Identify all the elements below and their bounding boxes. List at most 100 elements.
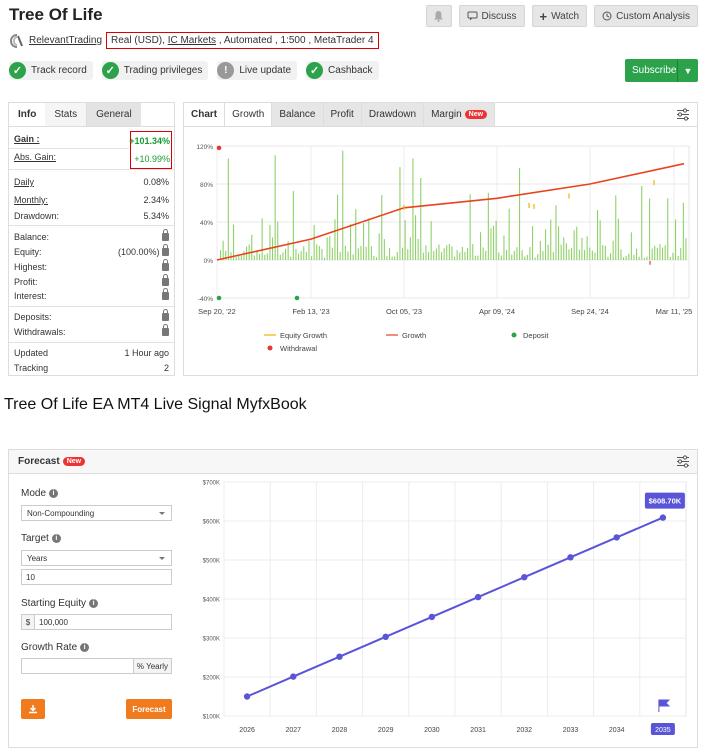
profit-bar	[266, 253, 268, 260]
notify-button[interactable]	[425, 5, 452, 27]
tab-stats[interactable]: Stats	[45, 103, 87, 126]
stat-label[interactable]: Monthly:	[14, 195, 49, 205]
badge-cashback: ✓ Cashback	[306, 61, 379, 80]
settings-sliders-icon[interactable]	[676, 455, 690, 468]
stat-label[interactable]: Gain :	[14, 134, 40, 144]
forecast-title: Forecast	[18, 456, 60, 467]
watch-button[interactable]: + Watch	[531, 5, 588, 27]
badge-trading-privileges: ✓ Trading privileges	[101, 61, 209, 80]
profit-bar	[235, 256, 237, 260]
x-tick-label: 2027	[286, 727, 302, 734]
profit-bar	[563, 237, 565, 260]
profit-bar	[386, 256, 388, 260]
forecast-point	[382, 633, 389, 640]
broker-link[interactable]: IC Markets	[167, 35, 217, 46]
profit-bar	[347, 251, 349, 260]
x-tick-label: 2034	[609, 727, 625, 734]
profit-bar	[552, 252, 554, 260]
stat-value: 1 Hour ago	[124, 348, 169, 358]
stat-label[interactable]: Daily	[14, 177, 35, 187]
lock-icon	[162, 244, 169, 256]
y-tick-label: $300K	[203, 637, 220, 643]
tab-drawdown[interactable]: Drawdown	[361, 103, 425, 126]
profit-bar	[261, 218, 263, 260]
discuss-button[interactable]: Discuss	[458, 5, 525, 27]
y-tick-label: $100K	[203, 715, 220, 721]
stat-value: (100.00%)	[117, 247, 160, 257]
profit-bar	[511, 254, 513, 260]
profit-bar	[313, 225, 315, 260]
forecast-point	[613, 534, 620, 541]
settings-sliders-icon[interactable]	[676, 108, 690, 121]
profit-bar	[420, 178, 422, 260]
mode-label-text: Mode	[21, 488, 47, 499]
target-label: Target i	[21, 533, 61, 544]
info-icon[interactable]: i	[89, 599, 99, 608]
download-button[interactable]	[21, 699, 45, 719]
tab-general[interactable]: General	[86, 103, 141, 126]
info-icon[interactable]: i	[49, 489, 59, 498]
abs-gain-value: +10.99%	[134, 154, 170, 164]
stat-label[interactable]: Abs. Gain:	[14, 152, 57, 162]
target-input[interactable]: 10	[21, 569, 172, 585]
tab-profit[interactable]: Profit	[323, 103, 362, 126]
stat-balance: Balance:	[14, 229, 169, 242]
profit-bar	[555, 205, 557, 260]
stat-updated: Updated 1 Hour ago	[14, 348, 169, 358]
profit-bar	[373, 256, 375, 260]
chevron-down-icon	[159, 512, 165, 515]
profit-bar	[487, 192, 489, 260]
profit-bar	[326, 237, 328, 260]
y-tick-label: 40%	[200, 220, 213, 227]
tab-balance[interactable]: Balance	[272, 103, 324, 126]
info-icon[interactable]: i	[80, 643, 90, 652]
subscribe-button[interactable]: Subscribe ▼	[625, 59, 698, 82]
profit-bar	[352, 254, 354, 260]
gain-highlight	[130, 131, 172, 169]
profit-bar	[407, 249, 409, 260]
profit-bar	[576, 226, 578, 260]
author-link[interactable]: RelevantTrading	[29, 35, 103, 46]
mode-select[interactable]: Non-Compounding	[21, 505, 172, 521]
forecast-button[interactable]: Forecast	[126, 699, 172, 719]
x-tick-label: 2032	[517, 727, 533, 734]
profit-bar	[311, 256, 313, 260]
starting-equity-input[interactable]: $100,000	[21, 614, 172, 630]
info-icon[interactable]: i	[51, 534, 61, 543]
profit-bar	[308, 240, 310, 260]
profit-bar	[321, 249, 323, 260]
profit-bar	[545, 229, 547, 260]
profit-bar	[467, 247, 469, 260]
rate-suffix: % Yearly	[133, 659, 171, 673]
profit-bar	[451, 246, 453, 260]
tab-margin[interactable]: Margin New	[424, 103, 496, 126]
chevron-down-icon[interactable]: ▼	[677, 59, 698, 82]
x-tick-label: 2033	[563, 727, 579, 734]
forecast-point	[290, 673, 297, 680]
profit-bar	[435, 248, 437, 260]
stat-daily: Daily 0.08%	[14, 177, 169, 187]
equity-label-text: Starting Equity	[21, 598, 87, 609]
forecast-point	[243, 693, 251, 700]
profit-bar	[259, 254, 261, 260]
growth-rate-input[interactable]: % Yearly	[21, 658, 172, 674]
stat-value: 2	[163, 363, 169, 373]
profit-bar	[638, 256, 640, 260]
profit-bar	[279, 254, 281, 260]
profit-bar	[597, 210, 599, 260]
target-unit-value: Years	[27, 553, 48, 563]
subscribe-label: Subscribe	[632, 65, 677, 76]
profit-bar	[480, 232, 482, 260]
profit-bar	[612, 240, 614, 260]
custom-analysis-button[interactable]: Custom Analysis	[594, 5, 698, 27]
tab-growth[interactable]: Growth	[225, 103, 273, 126]
profit-bar	[396, 252, 398, 260]
tab-chart[interactable]: Chart	[184, 103, 226, 126]
profit-bar	[391, 256, 393, 260]
legend-growth-label: Growth	[402, 331, 426, 340]
target-unit-select[interactable]: Years	[21, 550, 172, 566]
forecast-line	[246, 516, 664, 698]
profit-bar	[472, 244, 474, 260]
profit-bar	[682, 202, 684, 260]
tab-info[interactable]: Info	[18, 109, 37, 120]
